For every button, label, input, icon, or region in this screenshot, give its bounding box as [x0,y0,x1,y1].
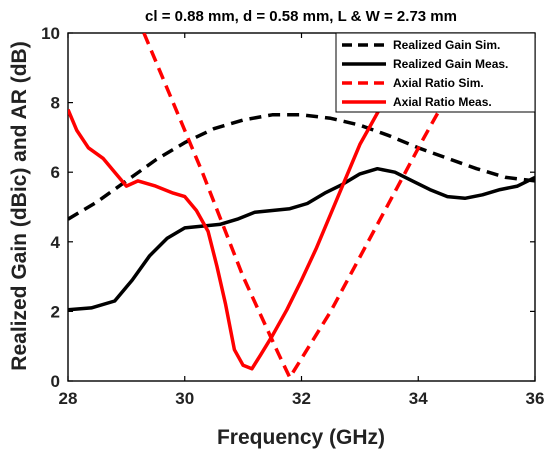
y-tick-label: 10 [41,24,60,43]
ticks-layer: 28 30 32 34 36 0 2 4 6 8 10 [41,24,544,408]
x-tick-label: 30 [175,389,194,408]
y-tick-label: 2 [51,302,60,321]
plot-area: 28 30 32 34 36 0 2 4 6 8 10 [41,24,544,408]
legend-label-3: Axial Ratio Sim. [393,76,484,90]
y-tick-label: 6 [51,163,60,182]
legend-label-4: Axial Ratio Meas. [393,95,492,109]
y-tick-label: 4 [51,233,61,252]
series-line-4 [68,101,385,371]
chart-title: cl = 0.88 mm, d = 0.58 mm, L & W = 2.73 … [145,8,457,25]
x-tick-label: 36 [526,389,545,408]
series-layer [68,33,535,380]
legend-box [335,32,536,113]
x-axis-label: Frequency (GHz) [217,426,385,449]
series-line-2 [68,166,535,312]
y-axis-label: Realized Gain (dBic) and AR (dB) [8,41,31,370]
series-line-1 [68,113,535,221]
series-line-3 [142,33,485,380]
legend: Realized Gain Sim. Realized Gain Meas. Axi… [335,32,536,113]
legend-label-1: Realized Gain Sim. [393,38,500,52]
x-tick-label: 32 [292,389,311,408]
legend-label-2: Realized Gain Meas. [393,57,508,71]
y-tick-label: 8 [51,94,60,113]
x-tick-label: 34 [409,389,428,408]
y-tick-label: 0 [51,372,60,391]
x-tick-label: 28 [59,389,78,408]
